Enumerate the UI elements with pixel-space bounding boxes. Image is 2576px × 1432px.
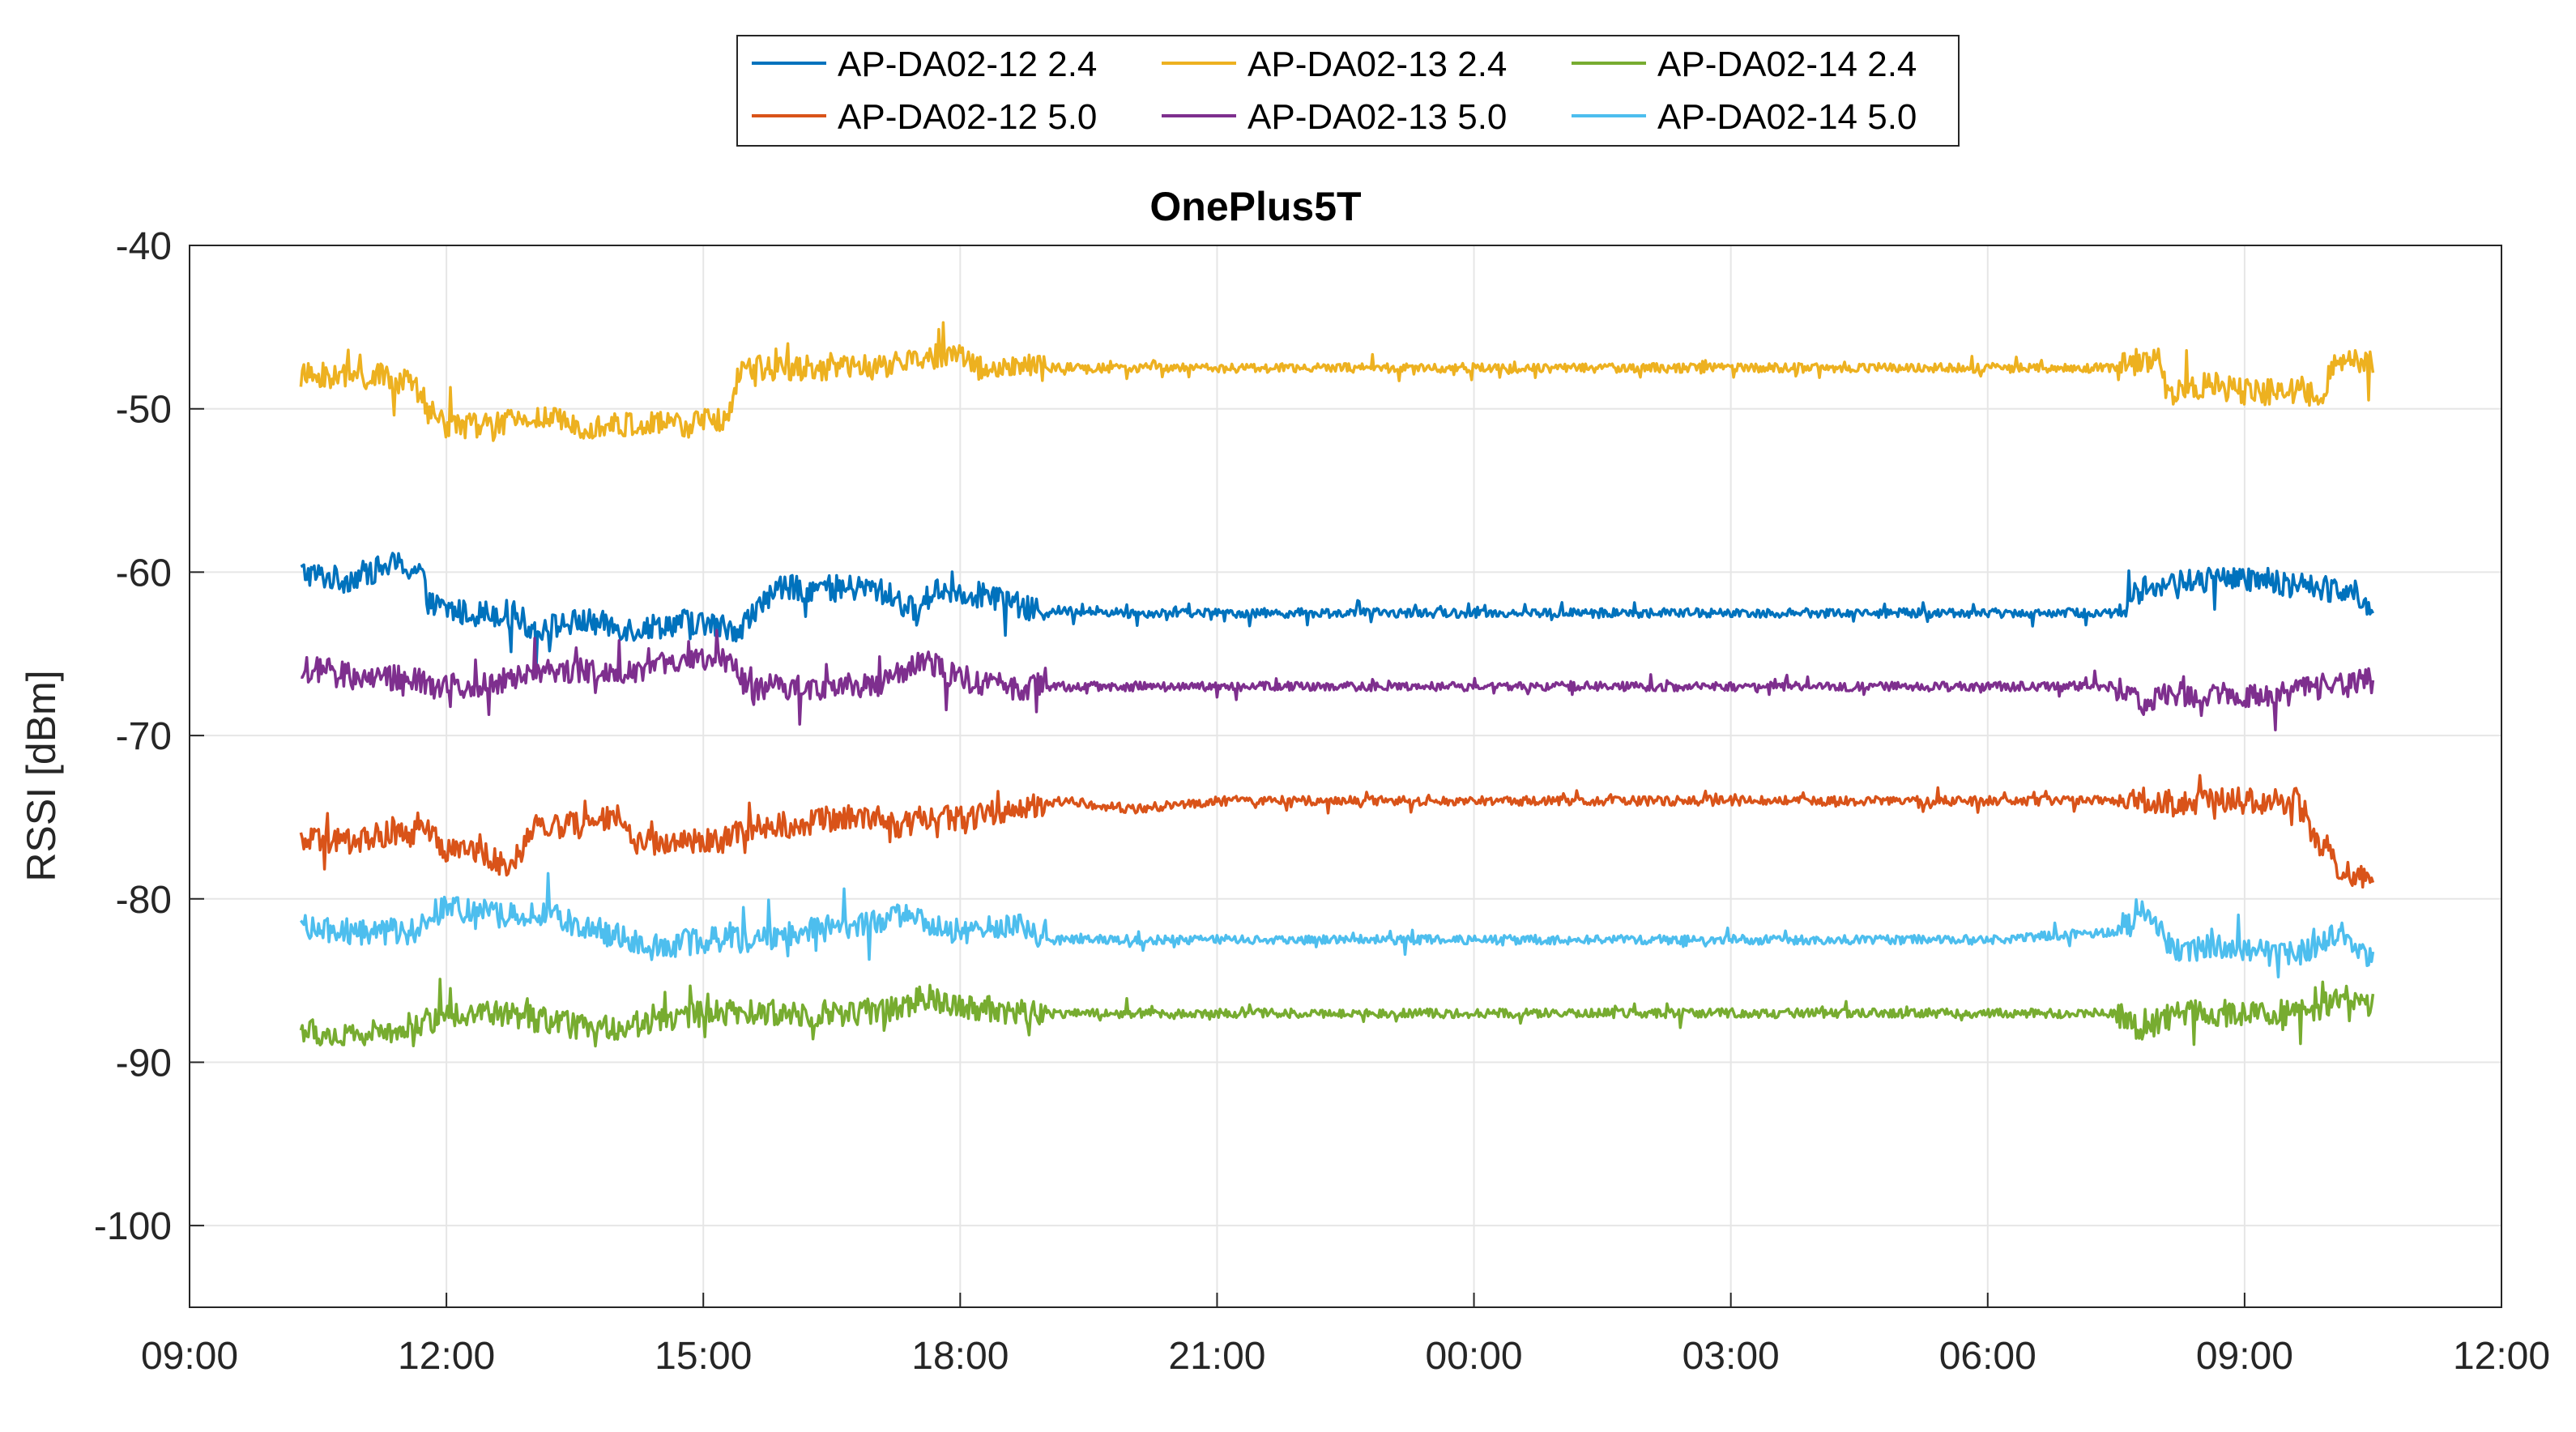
y-tick-label: -70 <box>116 715 172 758</box>
chart-title: OnePlus5T <box>1149 184 1361 229</box>
series-line-0 <box>300 552 2374 670</box>
x-tick-label: 00:00 <box>1425 1335 1522 1378</box>
legend: AP-DA02-12 2.4 AP-DA02-13 2.4 AP-DA02-14 2… <box>736 35 1960 147</box>
series-line-1 <box>299 321 2375 442</box>
x-tick-label: 18:00 <box>911 1335 1009 1378</box>
legend-label: AP-DA02-14 2.4 <box>1657 45 1917 84</box>
y-tick-label: -40 <box>116 225 172 268</box>
x-tick-label: 15:00 <box>655 1335 752 1378</box>
y-axis-label: RSSI [dBm] <box>19 670 64 881</box>
x-tick-label: 21:00 <box>1168 1335 1265 1378</box>
x-tick-label: 09:00 <box>141 1335 238 1378</box>
x-tick-label: 06:00 <box>1939 1335 2036 1378</box>
legend-box <box>736 35 1960 147</box>
x-tick-label: 12:00 <box>2453 1335 2550 1378</box>
series-line-4 <box>301 629 2375 731</box>
y-tick-label: -80 <box>116 879 172 922</box>
y-tick-label: -90 <box>116 1042 172 1085</box>
series-line-3 <box>299 774 2375 889</box>
series-layer <box>299 321 2375 1048</box>
legend-label: AP-DA02-13 5.0 <box>1247 97 1507 137</box>
y-axis: -40 -50 -60 -70 -80 -90 -100 <box>94 225 204 1248</box>
x-tick-label: 03:00 <box>1683 1335 1780 1378</box>
legend-label: AP-DA02-12 5.0 <box>838 97 1097 137</box>
y-tick-label: -100 <box>94 1205 172 1248</box>
legend-label: AP-DA02-12 2.4 <box>838 45 1097 84</box>
legend-label: AP-DA02-14 5.0 <box>1657 97 1917 137</box>
x-axis: 09:00 12:00 15:00 18:00 21:00 00:00 03:00 06:00… <box>141 1293 2550 1378</box>
x-tick-label: 12:00 <box>398 1335 495 1378</box>
x-tick-label: 09:00 <box>2196 1335 2293 1378</box>
y-tick-label: -60 <box>116 552 172 595</box>
plot-frame <box>189 245 2502 1308</box>
y-tick-label: -50 <box>116 389 172 432</box>
legend-label: AP-DA02-13 2.4 <box>1247 45 1507 84</box>
series-line-5 <box>299 872 2375 978</box>
series-line-2 <box>299 978 2375 1048</box>
